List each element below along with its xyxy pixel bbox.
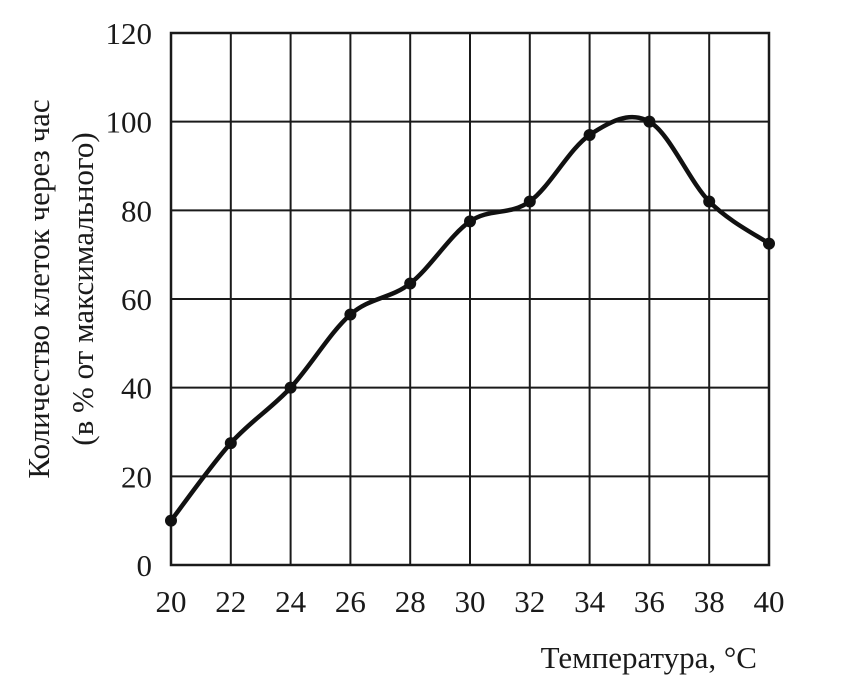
grid — [170, 32, 770, 566]
data-point — [703, 195, 716, 208]
data-point — [344, 308, 357, 321]
plot-frame — [169, 31, 771, 567]
y-tick-label: 20 — [121, 459, 152, 494]
y-tick-label: 80 — [121, 193, 152, 228]
y-tick-label: 60 — [121, 282, 152, 317]
y-tick-label: 0 — [137, 548, 153, 583]
data-point — [523, 195, 536, 208]
x-tick-label: 34 — [574, 584, 606, 619]
data-point — [284, 381, 297, 394]
y-axis-title: Количество клеток через час (в % от макс… — [21, 99, 100, 478]
x-tick-label: 24 — [275, 584, 307, 619]
y-axis-title-line-2: (в % от максимального) — [65, 132, 100, 445]
data-points — [165, 115, 775, 527]
x-tick-label: 32 — [514, 584, 545, 619]
data-point — [165, 514, 177, 527]
x-tick-label: 26 — [335, 584, 366, 619]
y-tick-label: 120 — [106, 16, 153, 51]
x-tick-label: 36 — [634, 584, 665, 619]
data-point — [464, 215, 476, 228]
data-point — [583, 128, 596, 141]
x-tick-label: 20 — [156, 584, 187, 619]
y-axis-title-line-1: Количество клеток через час — [21, 99, 56, 478]
data-point — [224, 437, 237, 450]
data-point — [763, 237, 775, 250]
data-point — [643, 115, 656, 128]
y-tick-label: 40 — [121, 371, 152, 406]
x-tick-label: 30 — [455, 584, 486, 619]
x-tick-label: 38 — [694, 584, 725, 619]
x-tick-label: 40 — [754, 584, 785, 619]
y-tick-label: 100 — [106, 105, 153, 140]
data-point — [404, 277, 417, 290]
x-axis-title: Температура, °C — [541, 640, 757, 675]
x-tick-label: 22 — [215, 584, 246, 619]
x-tick-label: 28 — [395, 584, 426, 619]
